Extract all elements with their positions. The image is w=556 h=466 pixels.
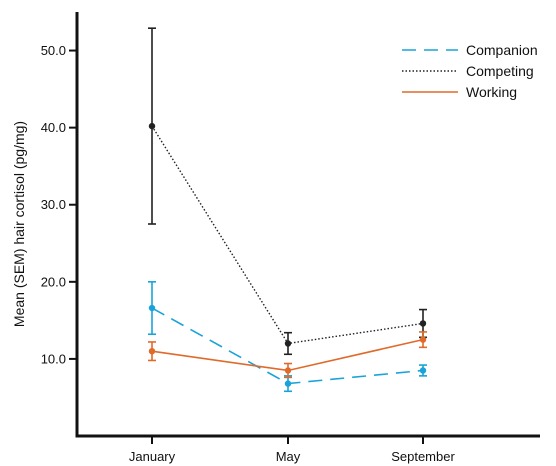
data-point [419,320,427,327]
legend-item-working: Working [402,84,517,100]
series-working [148,331,427,379]
legend-item-competing: Competing [402,63,534,79]
data-point [284,340,292,347]
data-point [148,122,156,130]
axes: 10.0 20.0 30.0 40.0 50.0 January May September [41,12,540,464]
legend-label: Companion [466,42,538,58]
y-tick-label: 40.0 [41,120,66,135]
x-tick-label: January [129,449,176,464]
y-tick-label: 30.0 [41,197,66,212]
series-companion [148,281,427,393]
series-line [151,125,424,345]
x-tick-label: September [391,449,455,464]
data-point [284,380,292,387]
x-tick-label: May [276,449,301,464]
y-tick-label: 50.0 [41,43,66,58]
plot-area [148,27,427,393]
data-point [419,367,427,374]
data-point [148,304,156,312]
legend-label: Working [466,84,517,100]
y-tick-label: 10.0 [41,351,66,366]
y-tick-label: 20.0 [41,274,66,289]
y-axis-title: Mean (SEM) hair cortisol (pg/mg) [11,121,27,327]
legend-label: Competing [466,63,534,79]
legend-item-companion: Companion [402,42,538,58]
legend: Companion Competing Working [402,42,538,100]
series-competing [148,27,427,356]
data-point [284,367,292,374]
data-point [419,336,427,343]
data-point [148,348,156,355]
